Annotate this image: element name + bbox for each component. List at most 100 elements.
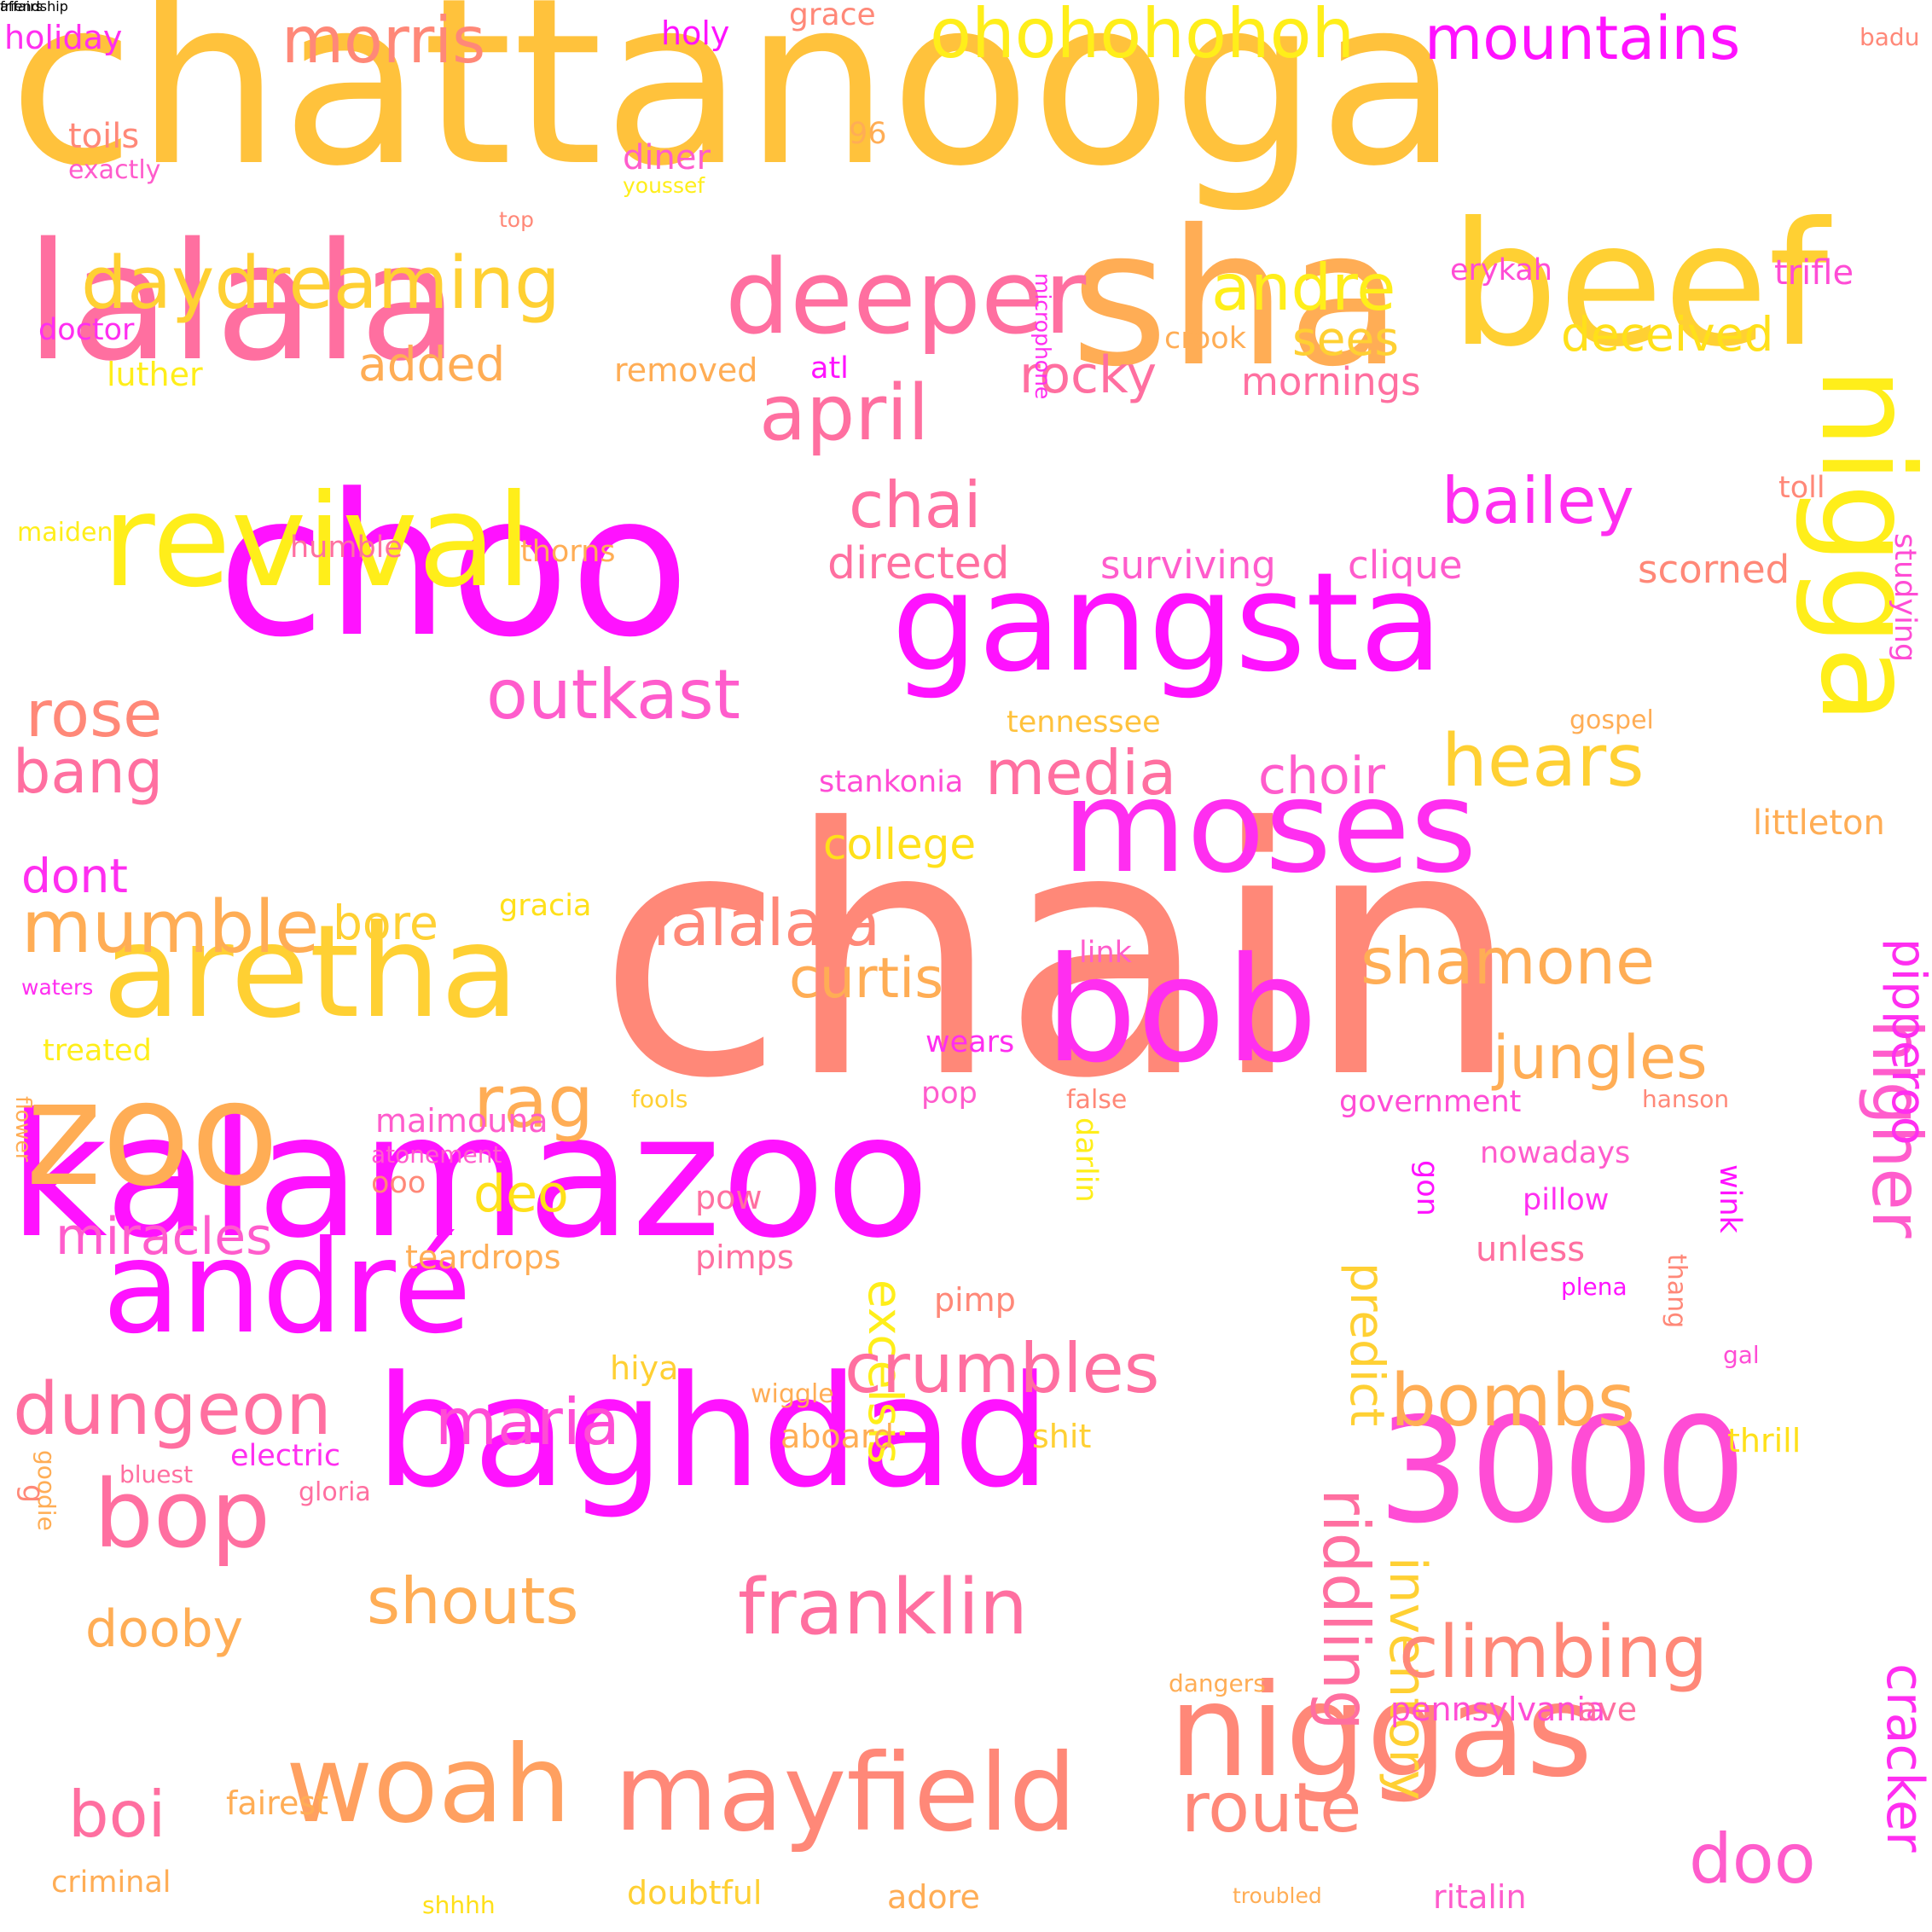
word: tennessee [1007,705,1161,740]
word: government [1339,1085,1522,1119]
word: wears [925,1025,1015,1059]
word: hiya [610,1349,679,1387]
word: wink [1713,1164,1747,1233]
word: pow [695,1179,763,1216]
word: pimps [695,1239,794,1276]
word: directed [827,538,1010,589]
word: bore [333,896,438,950]
word: moses [1062,753,1477,902]
word: ave [1578,1691,1638,1728]
word: choir [1258,746,1386,806]
word: route [1181,1768,1362,1848]
word: april [759,368,930,458]
word: trifle [1774,253,1854,293]
word: added [358,337,506,392]
word: climbing [1399,1610,1709,1695]
word: badu [1859,23,1920,51]
word: mornings [1241,359,1421,404]
word: jungles [1493,1023,1708,1093]
word: chai [849,467,982,542]
word: grace [789,0,876,32]
word: pop [921,1076,978,1111]
word: kalamazoo [9,1077,931,1276]
word: dungeon [13,1367,332,1452]
word: andre [1211,250,1396,325]
word: aboard [780,1418,895,1455]
word: maiden [17,518,113,548]
word: friendship [0,0,68,15]
word: studying [1888,533,1922,663]
word: baghdad [375,1343,1051,1522]
word: nigga [1792,367,1932,725]
word: bang [13,737,164,807]
word: chattanooga [9,0,1459,217]
word: teardrops [405,1239,561,1276]
word: deeper [725,239,1087,357]
word: bombs [1390,1359,1635,1443]
word: outkast [486,655,741,734]
word: woah [286,1723,571,1847]
word: luther [107,356,203,393]
word: atl [810,351,849,386]
word: bluest [119,1460,194,1488]
word: link [1079,936,1132,970]
word: miracles [55,1207,273,1267]
word: gal [1723,1341,1760,1369]
word: aretha [102,898,519,1047]
word: morris [281,3,486,78]
word: curtis [789,947,944,1011]
word: top [499,207,534,232]
word: sha [1070,189,1402,408]
word: rag [473,1060,594,1145]
word: erykah [1450,253,1552,287]
word: shit [1032,1418,1092,1455]
word: affairs [0,0,43,15]
word: mumble [21,885,320,970]
word: toils [68,117,140,156]
word: wiggle [751,1379,834,1409]
word: hanson [1642,1085,1730,1113]
word: excelsis [858,1279,913,1465]
word: thang [1662,1254,1691,1329]
word: crook [1164,322,1246,356]
word: riddling [1308,1488,1384,1731]
word: flower [11,1096,36,1163]
word: exactly [68,155,161,185]
word: inventory [1378,1557,1437,1801]
word: criminal [51,1865,171,1900]
word: youssef [623,173,705,198]
word: false [1066,1085,1128,1115]
word: goodie [32,1450,61,1531]
word: chain [597,757,1522,1153]
word: deceived [1561,307,1774,362]
word: mountains [1424,3,1741,73]
word: humble [290,531,403,565]
word: pennsylvania [1390,1691,1606,1728]
word: niggas [1169,1657,1593,1806]
word: treated [43,1034,152,1068]
word: daydreaming [81,241,561,326]
word: predict [1340,1262,1395,1427]
word: doctor [38,313,135,347]
word: sees [1292,311,1399,366]
word: bob [1045,926,1318,1095]
word: littleton [1753,804,1885,843]
word: scorned [1638,547,1790,592]
word: doubtful [627,1874,763,1912]
word: gangsta [891,542,1443,702]
word: zoo [26,1050,280,1219]
word: clique [1348,542,1463,588]
word: media [985,737,1177,809]
word: shouts [367,1564,579,1639]
word: cracker [1875,1663,1932,1853]
word: waters [21,975,94,1000]
word: mayfield [614,1732,1077,1855]
word: darlin [1069,1117,1103,1203]
word: 3000 [1378,1387,1747,1556]
word: beef [1450,186,1829,385]
word: pimp [934,1281,1016,1319]
word: revival [102,467,532,616]
word: adore [887,1878,980,1916]
word: electric [230,1439,341,1473]
word: lalala [26,208,459,397]
